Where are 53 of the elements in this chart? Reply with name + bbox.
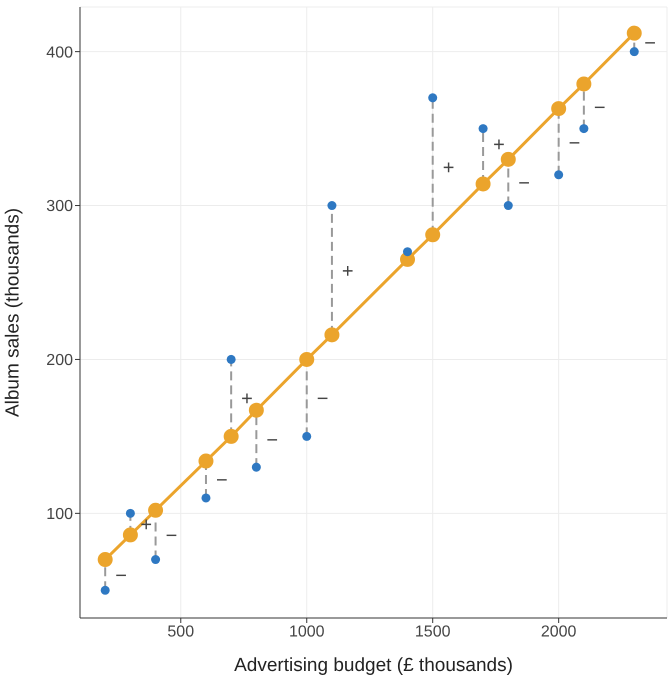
point <box>224 428 239 444</box>
annotation: − <box>594 97 606 120</box>
point <box>630 47 639 56</box>
annotation: − <box>266 430 278 452</box>
point <box>201 493 210 502</box>
point <box>478 124 488 134</box>
annotation: − <box>166 524 178 547</box>
point <box>226 354 236 364</box>
point <box>500 152 516 167</box>
annotation: − <box>518 172 530 195</box>
point <box>252 462 261 472</box>
annotation: − <box>568 132 580 155</box>
point <box>198 454 214 469</box>
annotation: − <box>216 470 228 492</box>
annotation: + <box>442 157 454 180</box>
point <box>551 101 566 116</box>
point <box>626 26 642 41</box>
annotation: − <box>316 388 328 410</box>
point <box>122 527 138 542</box>
annotation: + <box>342 260 354 282</box>
point <box>248 402 264 418</box>
point <box>402 247 412 256</box>
x-axis-title: Advertising budget (£ thousands) <box>234 655 513 676</box>
point <box>98 552 113 568</box>
point <box>100 586 110 595</box>
y-axis-title: Album sales (thousands) <box>2 208 24 418</box>
point <box>151 555 160 564</box>
point <box>126 508 135 518</box>
y-tick-label: 100 <box>46 506 74 524</box>
point <box>302 432 312 441</box>
point <box>576 76 592 92</box>
point <box>299 352 314 367</box>
point <box>425 227 440 242</box>
point <box>327 201 336 210</box>
point <box>579 124 588 134</box>
point <box>148 502 164 518</box>
annotation: + <box>241 388 253 410</box>
annotation: + <box>140 514 152 536</box>
y-tick-label: 300 <box>46 198 74 216</box>
point <box>504 201 513 210</box>
x-tick-label: 500 <box>167 623 194 640</box>
y-tick-label: 200 <box>46 352 74 370</box>
x-tick-label: 1000 <box>288 623 325 640</box>
annotation: − <box>115 565 127 588</box>
y-tick-label: 400 <box>46 44 74 62</box>
point <box>428 93 438 102</box>
annotation: − <box>644 32 656 54</box>
point <box>324 327 340 342</box>
x-tick-label: 2000 <box>540 623 577 640</box>
point <box>476 176 491 192</box>
point <box>554 170 564 180</box>
x-tick-label: 1500 <box>414 623 451 640</box>
annotation: + <box>493 134 505 156</box>
